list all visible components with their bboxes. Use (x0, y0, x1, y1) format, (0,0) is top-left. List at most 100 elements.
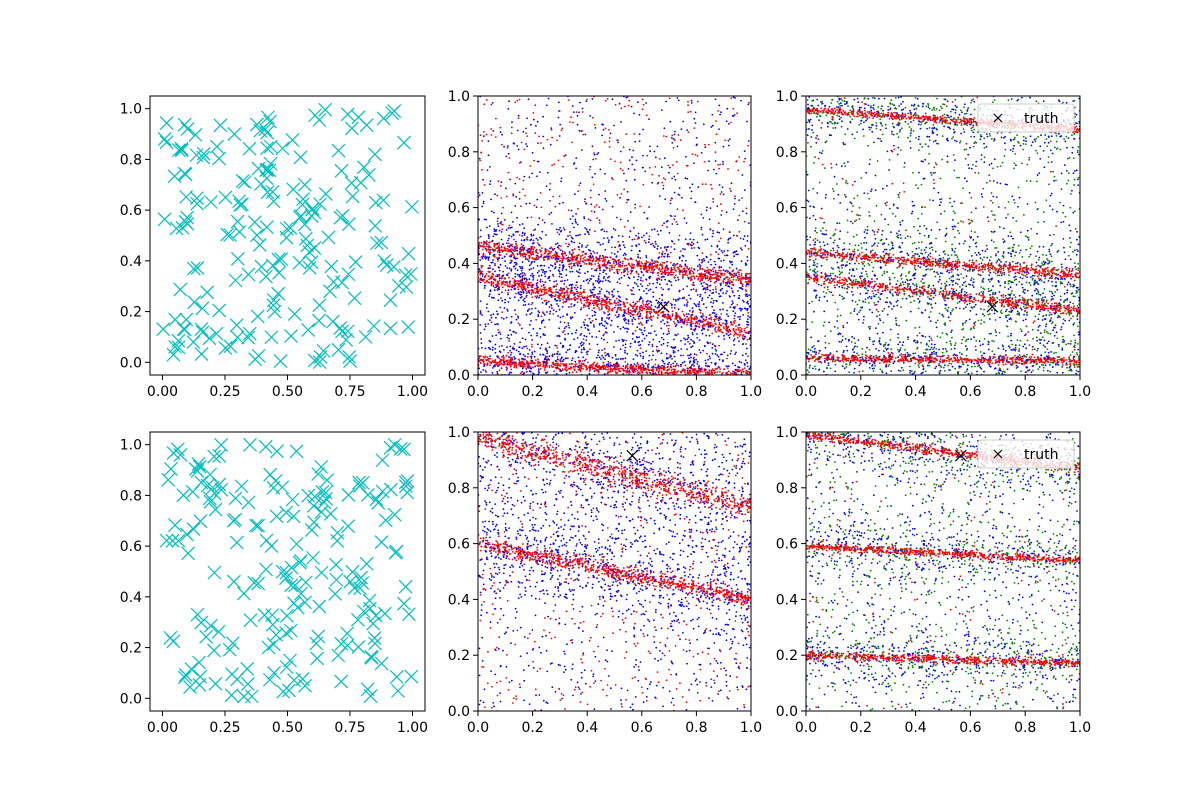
data-point (633, 264, 635, 266)
data-point (670, 363, 672, 366)
data-point (498, 277, 501, 280)
data-point (486, 356, 489, 358)
data-point (591, 255, 594, 258)
data-point (714, 269, 717, 272)
data-point (697, 372, 700, 374)
data-point (708, 371, 711, 374)
data-point (655, 310, 658, 313)
data-point (692, 322, 694, 325)
data-point (630, 271, 633, 273)
data-point (691, 307, 694, 309)
data-point (567, 322, 570, 324)
data-point (579, 101, 581, 104)
data-point (584, 304, 587, 307)
data-point (606, 341, 609, 344)
data-point (601, 297, 603, 300)
data-point (674, 365, 677, 368)
data-point (571, 316, 574, 319)
data-point (534, 295, 537, 298)
data-point (703, 345, 706, 347)
data-point (493, 361, 496, 364)
data-point (567, 245, 569, 248)
data-point (669, 166, 671, 169)
data-point (738, 370, 741, 372)
data-point (588, 332, 591, 335)
data-point (603, 299, 605, 302)
data-point (521, 367, 524, 370)
data-point (302, 260, 317, 275)
data-point (658, 349, 660, 352)
data-point (715, 280, 717, 283)
data-point (494, 343, 497, 346)
data-point (712, 288, 715, 291)
data-point (250, 309, 265, 324)
data-point (579, 370, 582, 373)
data-point (728, 277, 731, 280)
data-point (712, 201, 714, 203)
data-point (545, 288, 548, 291)
data-point (548, 366, 551, 369)
data-point (704, 269, 706, 271)
data-point (223, 339, 238, 354)
data-point (657, 245, 659, 248)
data-point (698, 263, 701, 266)
data-point (662, 187, 665, 190)
data-point (557, 159, 560, 162)
data-point (568, 372, 571, 374)
data-point (527, 366, 529, 369)
data-point (497, 323, 499, 326)
data-point (670, 197, 673, 200)
data-point (643, 329, 646, 332)
data-point (521, 267, 524, 270)
data-point (689, 270, 691, 273)
data-point (507, 171, 510, 174)
data-point (489, 340, 492, 343)
data-point (542, 115, 544, 118)
data-point (542, 312, 545, 315)
data-point (601, 319, 603, 322)
data-point (496, 275, 499, 278)
data-point (172, 143, 186, 158)
data-point (598, 260, 601, 262)
data-point (300, 238, 315, 253)
data-point (715, 313, 718, 316)
data-point (536, 160, 539, 163)
data-point (613, 346, 615, 348)
panel-top-middle: 0.0 0.2 0.4 0.6 0.8 1.00.00.20.40.60.81.0 (448, 89, 762, 400)
data-point (247, 215, 262, 230)
data-point (558, 248, 560, 250)
data-point (538, 270, 540, 272)
data-point (645, 371, 648, 374)
data-point (639, 344, 642, 346)
data-point (617, 363, 619, 366)
data-point (640, 261, 643, 264)
data-point (554, 344, 557, 347)
data-point (492, 255, 495, 257)
data-point (507, 272, 510, 275)
data-point (628, 236, 631, 238)
data-point (677, 321, 680, 323)
data-point (545, 104, 548, 107)
data-point (603, 365, 606, 368)
data-point (645, 114, 648, 117)
data-point (667, 271, 669, 274)
data-point (728, 138, 731, 140)
data-point (230, 330, 245, 345)
data-point (564, 279, 566, 282)
data-point (618, 369, 620, 372)
data-point (515, 366, 518, 369)
data-point (726, 271, 729, 273)
data-point (499, 351, 502, 353)
data-point (593, 307, 595, 309)
data-point (717, 355, 720, 358)
data-point (485, 249, 488, 252)
data-point (554, 267, 556, 270)
data-point (679, 250, 682, 253)
data-point (560, 129, 563, 132)
data-point (524, 288, 527, 291)
data-point (698, 301, 701, 303)
data-point (578, 268, 581, 271)
data-point (486, 226, 488, 229)
data-point (660, 367, 662, 370)
data-point (544, 348, 547, 351)
